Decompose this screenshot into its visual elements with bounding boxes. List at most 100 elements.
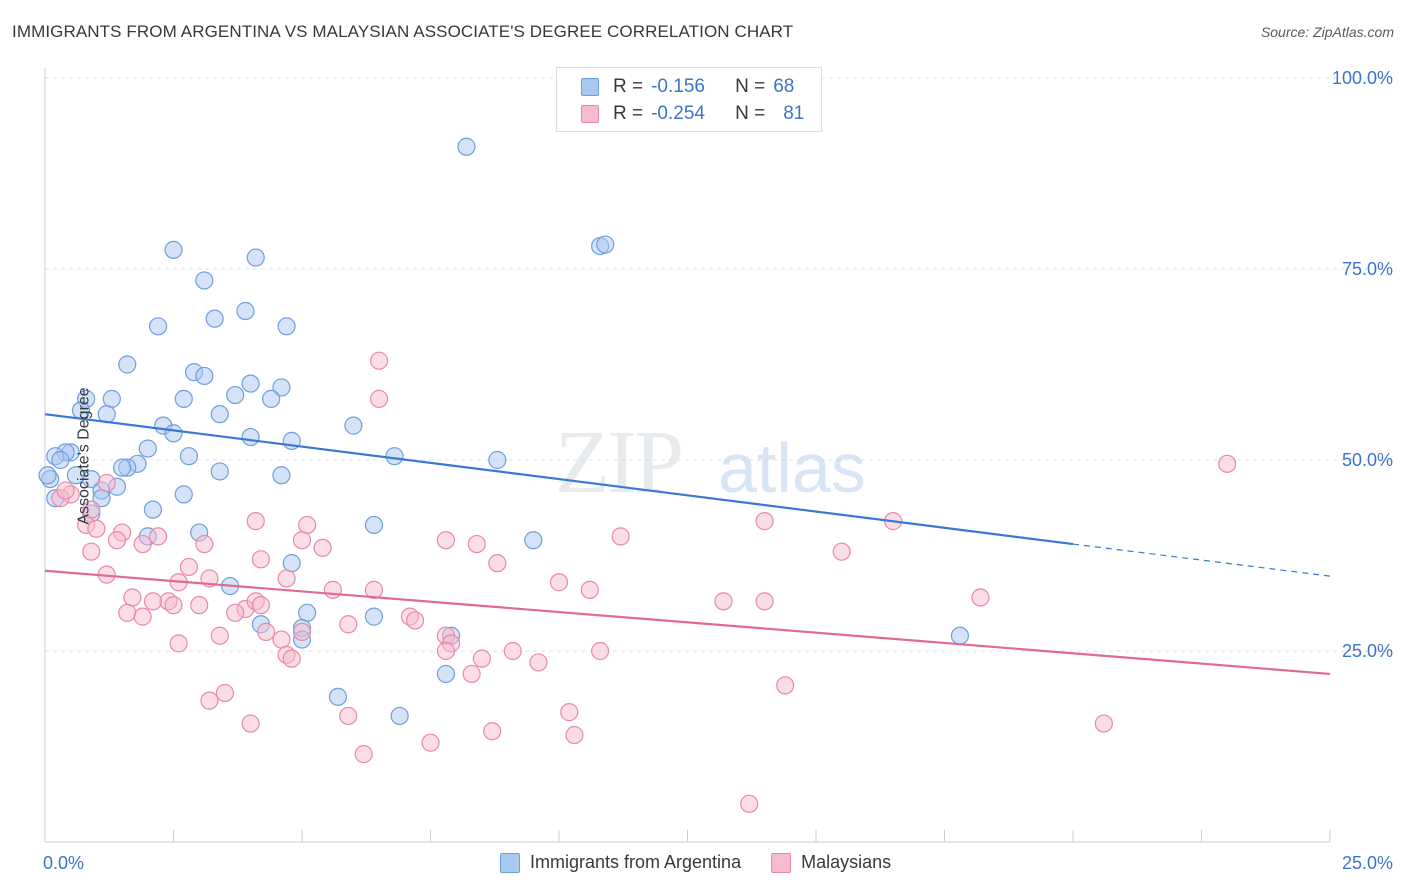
argentina-point (272, 466, 291, 485)
argentina-point (950, 626, 970, 645)
malaysian-point (133, 534, 152, 554)
y-axis-label: Associate's Degree (75, 387, 93, 525)
malaysian-point (215, 683, 234, 703)
argentina-point (179, 447, 199, 466)
legend-swatch-argentina (581, 78, 599, 96)
argentina-point (246, 248, 265, 267)
malaysian-point (354, 745, 373, 764)
legend-n-value: 81 (783, 103, 805, 124)
malaysian-point (339, 615, 358, 634)
malaysian-point (740, 794, 759, 813)
argentina-point (102, 389, 121, 408)
malaysian-point (298, 515, 317, 535)
malaysian-point (436, 531, 456, 550)
malaysian-point (339, 706, 358, 726)
malaysian-trend-line (44, 569, 1331, 676)
argentina-point (51, 450, 70, 470)
argentina-point (38, 466, 57, 485)
argentina-point (174, 389, 193, 408)
argentina-point (205, 309, 224, 328)
malaysian-point (364, 580, 384, 599)
malaysian-point (241, 714, 260, 733)
malaysian-point (190, 596, 209, 615)
malaysian-point (971, 588, 990, 607)
argentina-point (143, 500, 163, 519)
watermark-zip: ZIP (555, 413, 681, 512)
series-legend: Immigrants from Argentina Malaysians (500, 852, 921, 873)
watermark-atlas: atlas (718, 429, 866, 507)
x-tick-label: 0.0% (43, 853, 84, 873)
argentina-point (164, 240, 183, 259)
malaysian-point (591, 641, 610, 661)
argentina-point (262, 389, 281, 408)
malaysian-point (292, 622, 312, 642)
argentina-point (195, 271, 214, 290)
malaysian-point (580, 580, 599, 599)
malaysian-point (133, 607, 152, 626)
malaysian-point (503, 641, 522, 661)
legend-r-label: R = (613, 76, 644, 97)
argentina-point (241, 427, 260, 447)
legend-n-value: 68 (773, 76, 795, 97)
argentina-point (298, 603, 317, 622)
malaysian-point (472, 649, 491, 668)
y-tick-label: 25.0% (1342, 641, 1393, 661)
argentina-point (436, 664, 456, 684)
malaysian-point (313, 538, 332, 557)
argentina-point (524, 531, 543, 550)
malaysian-point (123, 588, 142, 607)
malaysian-point (87, 519, 106, 538)
series-legend-argentina[interactable]: Immigrants from Argentina (500, 852, 741, 873)
argentina-point (488, 450, 507, 470)
malaysian-point (256, 622, 276, 642)
argentina-point (210, 405, 229, 424)
legend-r-value: -0.254 (651, 103, 705, 124)
malaysian-point (714, 592, 733, 611)
legend-n-label: N = (735, 76, 766, 97)
argentina-trend-line (44, 413, 1074, 546)
argentina-point (118, 355, 137, 374)
legend-swatch-argentina (500, 852, 520, 873)
malaysian-point (483, 722, 502, 741)
y-tick-label: 75.0% (1342, 259, 1393, 279)
argentina-point (457, 137, 476, 156)
malaysian-point (282, 649, 301, 668)
malaysian-point (755, 592, 774, 611)
argentina-point (344, 416, 363, 435)
malaysian-point (169, 634, 188, 653)
malaysian-point (107, 531, 127, 550)
argentina-point (390, 706, 409, 726)
malaysian-point (462, 664, 481, 684)
malaysian-point (200, 691, 219, 710)
legend-swatch-malaysians (581, 105, 599, 123)
malaysian-point (529, 653, 548, 672)
malaysian-point (549, 573, 569, 592)
series-legend-label: Immigrants from Argentina (530, 852, 742, 872)
legend-row-argentina: R = -0.156 N = 68 (581, 74, 794, 100)
argentina-point (226, 385, 245, 405)
malaysian-point (97, 473, 116, 493)
argentina-point (174, 485, 193, 504)
axes (44, 68, 1331, 843)
chart-title: IMMIGRANTS FROM ARGENTINA VS MALAYSIAN A… (12, 22, 794, 41)
malaysian-point (370, 351, 389, 370)
argentina-point (364, 515, 384, 535)
malaysian-point (251, 596, 270, 615)
malaysian-point (210, 626, 229, 645)
malaysian-point (832, 542, 851, 561)
malaysian-point (292, 531, 312, 550)
argentina-trend-extension (1072, 543, 1331, 577)
series-legend-malaysians[interactable]: Malaysians (771, 852, 891, 873)
tick-labels: 100.0% 75.0% 50.0% 25.0% 0.0% 25.0% (43, 68, 1393, 873)
malaysian-point (488, 554, 507, 573)
trend-lines (44, 413, 1331, 676)
source-label: Source: ZipAtlas.com (1260, 24, 1394, 40)
gridlines (45, 77, 1392, 652)
correlation-legend: R = -0.156 N = 68 R = -0.254 N = 81 (556, 67, 822, 132)
malaysian-point (755, 512, 774, 531)
legend-row-malaysians: R = -0.254 N = 81 (581, 101, 804, 127)
malaysian-point (421, 733, 440, 752)
malaysian-point (118, 603, 137, 622)
legend-r-value: -0.156 (651, 76, 705, 97)
